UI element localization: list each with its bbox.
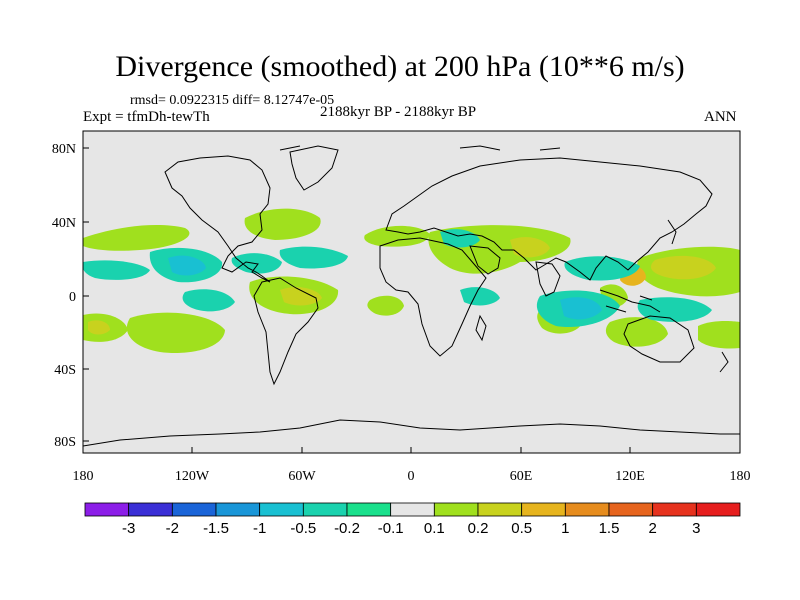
coast-indonesia [599,289,661,313]
coast-arctic [279,145,561,151]
colorbar-swatch [390,502,435,517]
colorbar-swatch [259,502,304,517]
colorbar-label: -2 [166,520,179,537]
stats-text: rmsd= 0.0922315 diff= 8.12747e-05 [130,93,335,108]
coast-south-america [253,277,319,386]
contour-patch [83,260,150,280]
colorbar: -3 -2 -1.5 -1 -0.5 -0.2 -0.1 0.1 0.2 0.5 1 1.5 2 3 [84,502,741,537]
coast-new-zealand [719,351,729,373]
coastlines [83,145,740,447]
colorbar-label: -1.5 [203,520,229,537]
contour-patch [168,255,206,276]
coast-japan [667,219,677,245]
season-label: ANN [704,109,737,125]
colorbar-swatch [521,502,566,517]
coast-north-america [164,155,271,283]
colorbar-label: 1 [561,520,569,537]
colorbar-swatch [171,502,217,517]
contour-patch [510,237,550,258]
coast-arabia [469,245,501,275]
colorbar-swatch [695,502,741,517]
colorbar-swatch [433,502,479,517]
colorbar-label: 0.1 [424,520,445,537]
experiment-label: Expt = tfmDh-tewTh [83,109,210,125]
colorbar-label: -0.5 [290,520,316,537]
contour-patch [367,295,404,316]
colorbar-label: 1.5 [599,520,620,537]
lon-label: 180 [73,469,94,484]
colorbar-label: -1 [253,520,266,537]
colorbar-swatch [564,502,610,517]
colorbar-swatch [302,502,348,517]
lat-label: 80S [54,435,76,450]
colorbar-swatch [608,502,654,517]
coast-greenland [289,145,339,191]
contour-patch [83,225,190,251]
contour-patch [280,287,322,306]
colorbar-label: 0.5 [511,520,532,537]
lon-label: 120W [175,469,210,484]
colorbar-label: -0.2 [334,520,360,537]
coast-africa [379,237,487,357]
lon-label: 180 [730,469,751,484]
lat-label: 40N [52,216,76,231]
colorbar-label: 3 [692,520,700,537]
colorbar-label: 0.2 [468,520,489,537]
lat-label: 80N [52,142,76,157]
colorbar-swatch [652,502,697,517]
period-label: 2188kyr BP - 2188kyr BP [320,104,477,120]
contour-patch [244,208,321,240]
coast-eurasia [385,157,713,281]
contour-patch [698,321,740,349]
lat-label: 40S [54,363,76,378]
colorbar-swatch [477,502,523,517]
map-title: Divergence (smoothed) at 200 hPa (10**6 … [115,50,685,83]
contour-patch [605,317,668,347]
coast-australia [623,315,695,363]
coast-antarctica [83,419,740,447]
colorbar-swatch [128,502,173,517]
colorbar-swatch [215,502,261,517]
colorbar-label: -3 [122,520,135,537]
colorbar-swatch [346,502,392,517]
contour-patch [88,320,110,335]
contour-patch [460,287,500,306]
contour-patch [637,297,712,322]
coast-madagascar [475,314,487,342]
contour-patch [364,225,430,247]
lon-label: 120E [615,469,645,484]
colorbar-label: -0.1 [378,520,404,537]
lon-label: 60W [288,469,316,484]
contour-patch [182,289,235,312]
lat-label: 0 [69,290,76,305]
map-background [83,131,740,453]
lon-label: 60E [510,469,533,484]
contour-patch [650,255,716,280]
coast-india [535,261,561,297]
lon-axis: 180 120W 60W 0 60E 120E 180 [73,447,751,484]
contour-patch [560,297,602,320]
lat-axis: 80N 40N 0 40S 80S [52,142,89,450]
lon-label: 0 [408,469,415,484]
contour-patch [126,312,225,354]
contour-patch [279,246,348,269]
colorbar-swatch [84,502,130,517]
colorbar-label: 2 [648,520,656,537]
